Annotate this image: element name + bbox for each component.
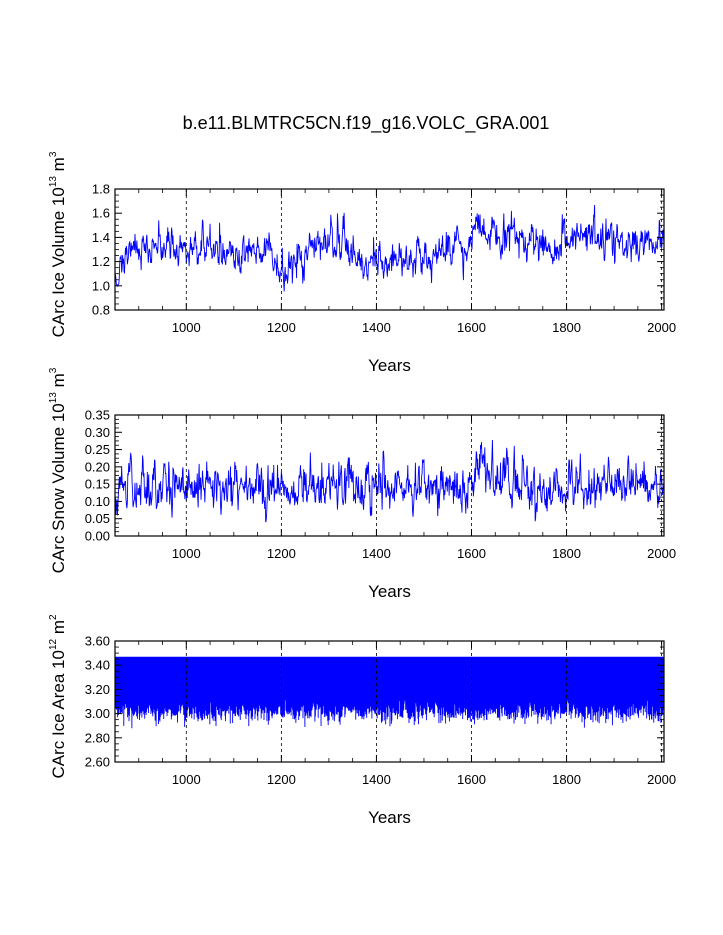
ice-area-ytick-label: 3.20: [85, 682, 110, 697]
figure-title: b.e11.BLMTRC5CN.f19_g16.VOLC_GRA.001: [183, 113, 550, 134]
ice-area-ytick-label: 2.60: [85, 755, 110, 770]
ice-area-xtick-label: 1000: [172, 772, 201, 787]
snow-volume-panel: 1000 1200 1400 1600 1800 2000 0.00 0.05 0.10 0.15…: [48, 367, 676, 601]
snow-volume-series-line: [115, 440, 664, 523]
snow-volume-xtick-label: 1600: [457, 546, 486, 561]
ice-volume-xtick-label: 1800: [552, 320, 581, 335]
ice-volume-ytick-label: 0.8: [92, 303, 110, 318]
ice-volume-xtick-label: 1400: [362, 320, 391, 335]
snow-volume-ytick-label: 0.35: [85, 408, 110, 423]
snow-volume-ytick-label: 0.10: [85, 494, 110, 509]
ice-area-xtick-label: 1200: [267, 772, 296, 787]
snow-volume-ytick-label: 0.25: [85, 442, 110, 457]
ice-volume-ytick-label: 1.8: [92, 182, 110, 197]
snow-volume-xtick-label: 2000: [647, 546, 676, 561]
snow-volume-ylabel: CArc Snow Volume 1013 m3: [48, 367, 68, 573]
ice-volume-xtick-label: 1200: [267, 320, 296, 335]
snow-volume-ytick-label: 0.05: [85, 511, 110, 526]
snow-volume-xtick-label: 1200: [267, 546, 296, 561]
ice-area-ytick-label: 2.80: [85, 730, 110, 745]
ice-volume-xtick-label: 2000: [647, 320, 676, 335]
ice-volume-ylabel: CArc Ice Volume 1013 m3: [48, 151, 68, 337]
ice-area-ytick-label: 3.60: [85, 634, 110, 649]
ice-area-xlabel: Years: [368, 808, 411, 827]
snow-volume-ytick-label: 0.20: [85, 459, 110, 474]
ice-area-xtick-label: 1600: [457, 772, 486, 787]
snow-volume-ytick-label: 0.00: [85, 529, 110, 544]
ice-area-panel: 1000 1200 1400 1600 1800 2000 2.60 2.80 3.00 3.20…: [48, 614, 676, 827]
ice-volume-xtick-label: 1600: [457, 320, 486, 335]
ice-volume-ytick-label: 1.2: [92, 254, 110, 269]
ice-area-ytick-label: 3.40: [85, 658, 110, 673]
ice-area-series-line: [115, 656, 664, 729]
snow-volume-xtick-label: 1800: [552, 546, 581, 561]
ice-volume-ytick-label: 1.6: [92, 206, 110, 221]
ice-volume-xlabel: Years: [368, 356, 411, 375]
snow-volume-xlabel: Years: [368, 582, 411, 601]
ice-volume-ytick-label: 1.0: [92, 278, 110, 293]
ice-volume-series-line: [115, 204, 664, 292]
snow-volume-ytick-label: 0.15: [85, 477, 110, 492]
ice-area-ytick-label: 3.00: [85, 706, 110, 721]
ice-volume-frame: [114, 188, 665, 311]
ice-area-xtick-label: 2000: [647, 772, 676, 787]
ice-area-xtick-label: 1800: [552, 772, 581, 787]
snow-volume-xtick-label: 1000: [172, 546, 201, 561]
ice-volume-ytick-label: 1.4: [92, 230, 110, 245]
ice-volume-xtick-label: 1000: [172, 320, 201, 335]
ice-area-ylabel: CArc Ice Area 1012 m2: [48, 614, 68, 779]
ice-volume-panel: 1000 1200 1400 1600 1800 2000 0.8 1.0 1.2 1.4 1.6 1…: [48, 151, 676, 375]
snow-volume-ytick-label: 0.30: [85, 425, 110, 440]
panels: 1000 1200 1400 1600 1800 2000 0.8 1.0 1.2 1.4 1.6 1…: [48, 151, 676, 827]
snow-volume-xtick-label: 1400: [362, 546, 391, 561]
ice-area-xtick-label: 1400: [362, 772, 391, 787]
